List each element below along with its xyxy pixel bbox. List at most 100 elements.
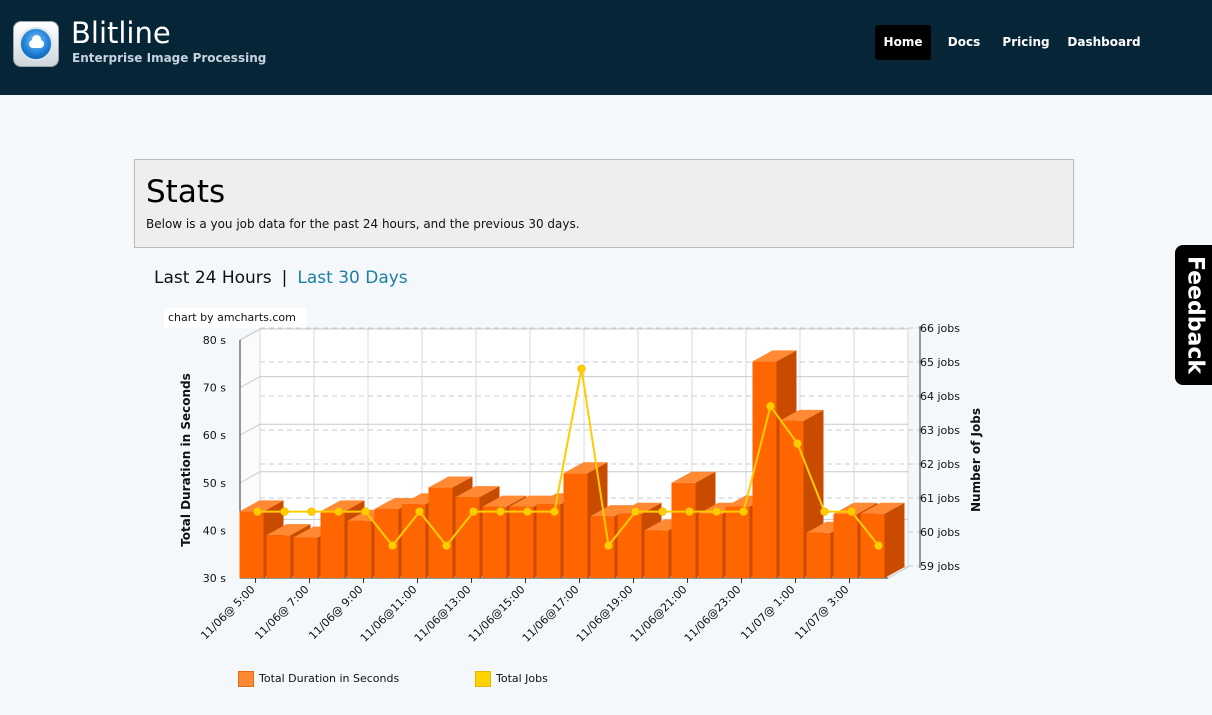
bar [347,520,372,578]
jobs-point [307,507,316,516]
jobs-line [257,368,880,549]
bar [266,535,291,578]
y2-tick-label: 66 jobs [920,322,960,335]
bar [509,506,534,578]
y2-tick-label: 62 jobs [920,458,960,471]
bar [644,530,669,578]
bar [239,511,264,578]
cloud-logo-icon [19,27,53,61]
bar [698,513,723,578]
tab-last-30-days[interactable]: Last 30 Days [297,268,408,288]
x-tick-label: 11/06@ 5:00 [198,583,257,642]
bar [806,532,831,578]
nav-dashboard[interactable]: Dashboard [1067,35,1141,49]
bar-top [374,497,419,509]
bar-top [239,500,284,512]
x-tick-label: 11/07@ 3:00 [792,583,851,642]
jobs-point [658,507,667,516]
bar [320,511,345,578]
bar-side [884,502,905,578]
jobs-point [469,507,478,516]
bar [617,513,642,578]
top-navbar: Blitline Enterprise Image Processing Hom… [0,0,1212,95]
bar-top [509,495,554,507]
stats-description: Below is a you job data for the past 24 … [146,217,580,231]
y2-tick-label: 63 jobs [920,424,960,437]
feedback-tab[interactable]: Feedback [1175,245,1212,385]
bar-top [266,524,311,536]
y-tick-label: 50 s [203,477,226,490]
stats-panel: Stats Below is a you job data for the pa… [134,159,1074,248]
bar [752,361,777,578]
bar-top [590,505,635,517]
x-tick-label: 11/06@ 9:00 [306,583,365,642]
x-tick-label: 11/06@ 7:00 [252,583,311,642]
jobs-point [496,507,505,516]
jobs-point [415,507,424,516]
nav-docs[interactable]: Docs [947,35,981,49]
jobs-point [739,507,748,516]
blitline-logo[interactable] [13,21,59,67]
y-tick-label: 70 s [203,382,226,395]
y-tick-label: 80 s [203,334,226,347]
y2-axis-title: Number of Jobs [969,408,983,512]
brand-name[interactable]: Blitline [71,16,171,50]
bar-top [752,350,797,362]
jobs-point [604,541,613,550]
bar [536,504,561,578]
bar [725,506,750,578]
bar [293,537,318,578]
x-tick-label: 11/06@19:00 [574,583,636,645]
bar [428,487,453,578]
jobs-point [820,507,829,516]
grid-line-left-depth [239,328,261,341]
legend-label-jobs: Total Jobs [496,672,548,685]
bar-top [320,500,365,512]
range-tabs: Last 24 Hours | Last 30 Days [154,268,408,288]
jobs-point [334,507,343,516]
legend-swatch-duration[interactable] [238,671,254,687]
bar-top [482,495,527,507]
jobs-point [442,541,451,550]
bar-top [671,471,716,483]
y2-tick-label: 61 jobs [920,492,960,505]
jobs-point [523,507,532,516]
y-axis-title: Total Duration in Seconds [179,373,193,547]
jobs-point [631,507,640,516]
brand-tagline: Enterprise Image Processing [72,51,267,65]
jobs-point [550,507,559,516]
x-tick-label: 11/06@23:00 [682,583,744,645]
bar [482,506,507,578]
bar [563,473,588,578]
jobs-point [253,507,262,516]
y2-tick-label: 59 jobs [920,560,960,573]
y-tick-label: 60 s [203,429,226,442]
bar-top [455,486,500,498]
jobs-point [766,401,775,411]
legend-label-duration: Total Duration in Seconds [259,672,400,685]
x-tick-label: 11/06@13:00 [412,583,474,645]
y2-tick-label: 60 jobs [920,526,960,539]
bar-top [617,502,662,514]
jobs-point [577,364,586,374]
bar [671,482,696,578]
legend-swatch-jobs[interactable] [475,671,491,687]
jobs-point [361,507,370,516]
bar [833,513,858,578]
chart-credit-link[interactable]: chart by amcharts.com [164,308,307,328]
page-title: Stats [146,174,226,210]
bar-top [860,502,905,514]
grid-line-left-depth [239,376,261,389]
y2-tick-label: 64 jobs [920,390,960,403]
nav-pricing[interactable]: Pricing [1002,35,1050,49]
tab-separator: | [281,268,288,288]
nav-home[interactable]: Home [875,25,931,60]
jobs-point [793,439,802,448]
grid-line-left-depth [239,423,261,436]
x-tick-label: 11/06@17:00 [520,583,582,645]
y-tick-label: 40 s [203,524,226,537]
bar-top [428,476,473,488]
jobs-point [874,541,883,550]
jobs-point [388,541,397,550]
